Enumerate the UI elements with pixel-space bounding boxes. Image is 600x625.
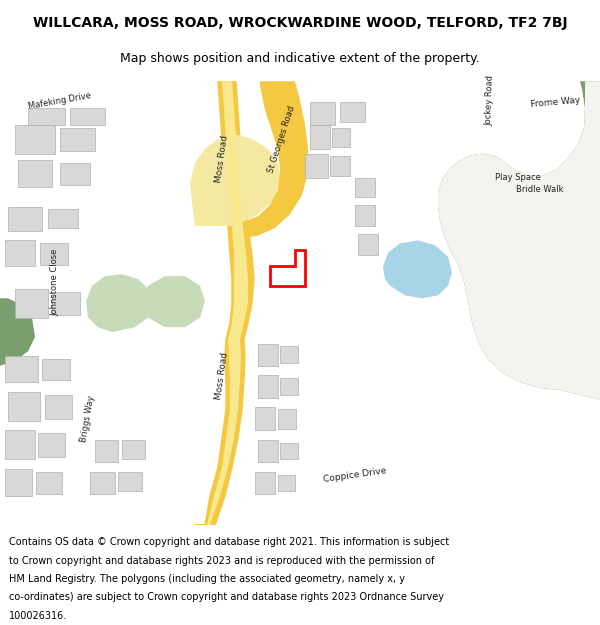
Polygon shape [5,241,35,266]
Polygon shape [38,433,65,457]
Polygon shape [15,124,55,154]
Text: Contains OS data © Crown copyright and database right 2021. This information is : Contains OS data © Crown copyright and d… [0,624,1,625]
Polygon shape [310,124,330,149]
Polygon shape [90,472,115,494]
Polygon shape [122,440,145,459]
Polygon shape [8,207,42,231]
Polygon shape [60,127,95,151]
Text: Map shows position and indicative extent of the property.: Map shows position and indicative extent… [120,52,480,65]
Text: Johnstone Close: Johnstone Close [50,248,59,316]
Polygon shape [280,346,298,363]
Polygon shape [258,376,278,398]
Polygon shape [18,161,52,188]
Polygon shape [305,154,328,178]
Polygon shape [15,289,48,318]
Polygon shape [95,440,118,462]
Polygon shape [358,234,378,255]
Text: Mafeking Drive: Mafeking Drive [28,91,92,111]
Polygon shape [28,108,65,124]
Polygon shape [258,440,278,462]
Text: Coppice Drive: Coppice Drive [323,466,387,484]
Polygon shape [278,409,296,429]
Text: Moss Road: Moss Road [214,351,230,400]
Polygon shape [36,472,62,494]
Polygon shape [195,81,254,525]
Polygon shape [5,431,35,459]
Polygon shape [438,81,600,399]
Text: Moss Road: Moss Road [214,134,230,183]
Polygon shape [238,81,308,239]
Polygon shape [332,127,350,147]
Text: Play Space: Play Space [495,173,541,182]
Polygon shape [86,274,152,332]
Polygon shape [0,298,35,366]
Text: 100026316.: 100026316. [9,611,67,621]
Polygon shape [340,102,365,122]
Polygon shape [143,276,205,328]
Text: to Crown copyright and database rights 2023 and is reproduced with the permissio: to Crown copyright and database rights 2… [9,556,434,566]
Polygon shape [438,81,600,399]
Text: co-ordinates) are subject to Crown copyright and database rights 2023 Ordnance S: co-ordinates) are subject to Crown copyr… [9,592,444,602]
Polygon shape [118,472,142,491]
Text: Briggs Way: Briggs Way [79,395,97,443]
Polygon shape [255,408,275,431]
Polygon shape [355,205,375,226]
Polygon shape [310,102,335,124]
Polygon shape [5,356,38,382]
Polygon shape [255,472,275,494]
Text: Frome Way: Frome Way [530,96,580,109]
Polygon shape [5,469,32,496]
Polygon shape [42,359,70,380]
Text: Bridle Walk: Bridle Walk [516,185,564,194]
Polygon shape [280,443,298,459]
Polygon shape [48,209,78,228]
Text: Contains OS data © Crown copyright and database right 2021. This information is : Contains OS data © Crown copyright and d… [9,537,449,547]
Polygon shape [278,475,295,491]
Polygon shape [45,395,72,419]
Polygon shape [8,392,40,421]
Text: Jockey Road: Jockey Road [485,75,496,126]
Polygon shape [190,134,280,226]
Polygon shape [280,378,298,395]
Polygon shape [40,243,68,264]
Text: WILLCARA, MOSS ROAD, WROCKWARDINE WOOD, TELFORD, TF2 7BJ: WILLCARA, MOSS ROAD, WROCKWARDINE WOOD, … [32,16,568,30]
Text: St Georges Road: St Georges Road [267,104,297,174]
Polygon shape [60,163,90,186]
Polygon shape [200,81,248,525]
Polygon shape [383,241,452,298]
Polygon shape [258,344,278,366]
Polygon shape [355,177,375,197]
Polygon shape [70,108,105,124]
Text: HM Land Registry. The polygons (including the associated geometry, namely x, y: HM Land Registry. The polygons (includin… [9,574,405,584]
Polygon shape [330,156,350,176]
Polygon shape [52,291,80,315]
